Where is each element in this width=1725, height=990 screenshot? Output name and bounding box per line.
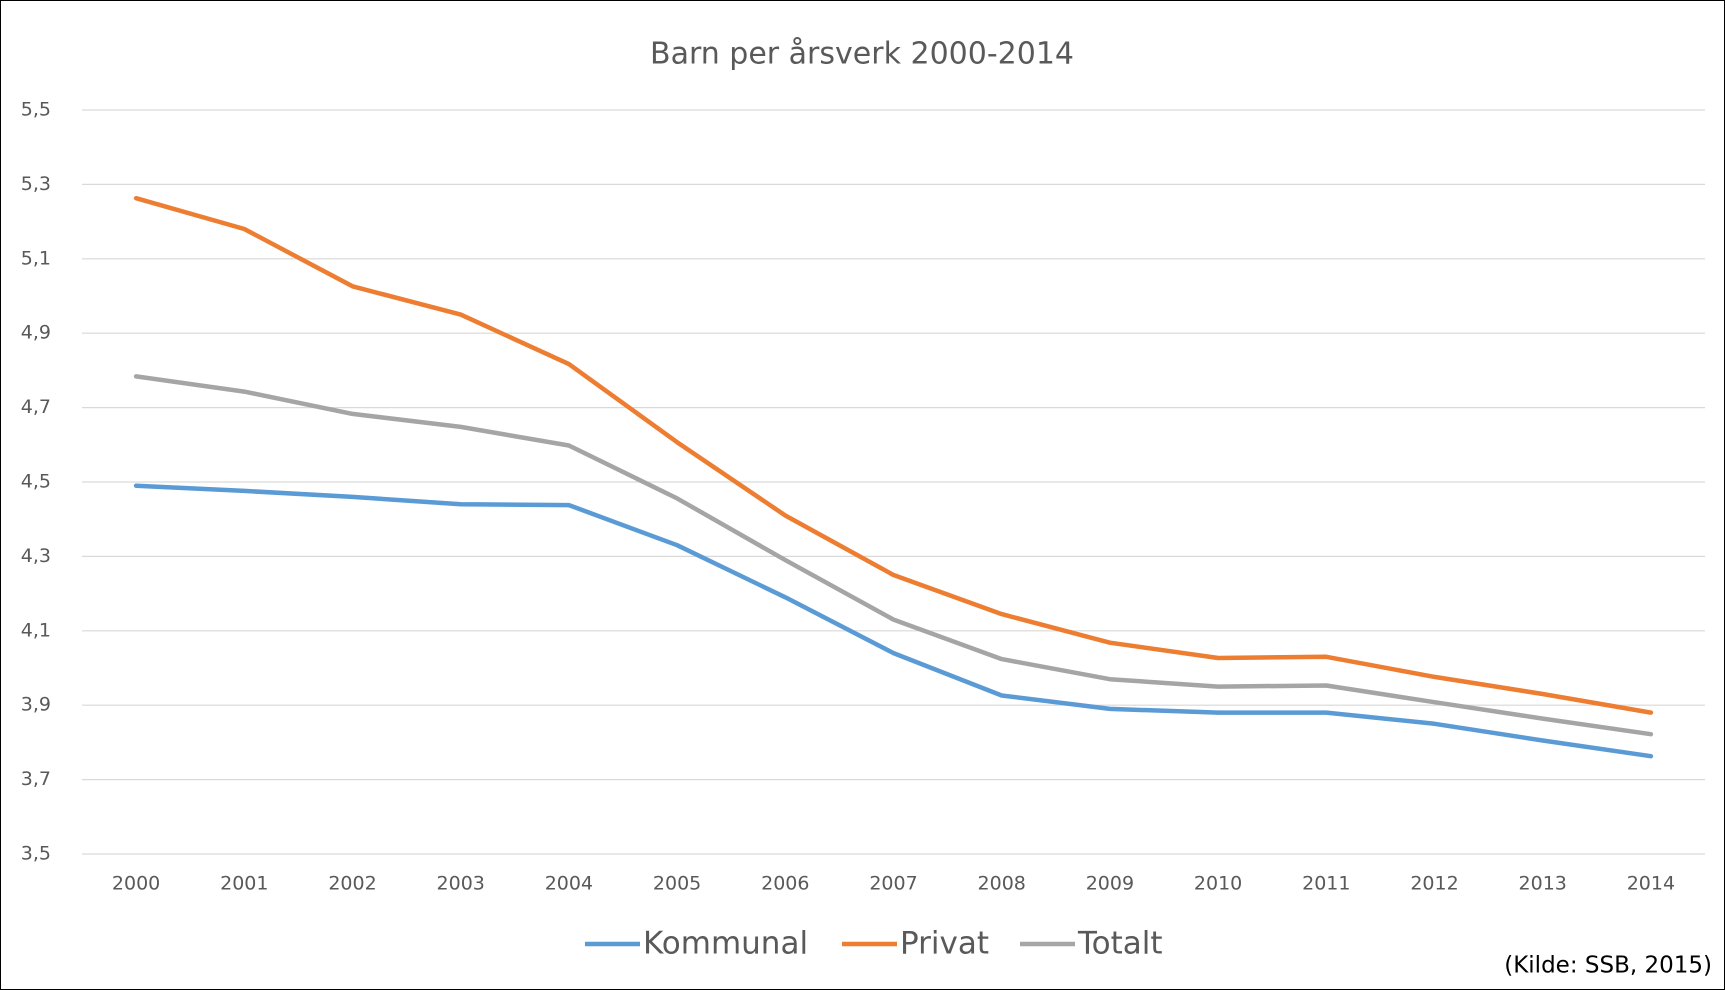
x-tick-label: 2004 [545, 873, 593, 895]
legend-label: Totalt [1077, 926, 1163, 962]
x-tick-label: 2003 [437, 873, 485, 895]
chart-title: Barn per årsverk 2000-2014 [650, 37, 1074, 72]
y-tick-label: 3,7 [21, 768, 51, 790]
x-tick-label: 2007 [869, 873, 917, 895]
x-tick-label: 2001 [220, 873, 268, 895]
x-tick-label: 2014 [1627, 873, 1675, 895]
y-tick-label: 3,9 [21, 694, 51, 716]
x-tick-label: 2013 [1519, 873, 1567, 895]
x-tick-label: 2008 [978, 873, 1026, 895]
legend-label: Privat [900, 926, 989, 962]
y-tick-label: 5,5 [21, 99, 51, 121]
y-tick-label: 3,5 [21, 843, 51, 865]
y-tick-label: 4,9 [21, 322, 51, 344]
x-tick-label: 2005 [653, 873, 701, 895]
x-tick-label: 2011 [1302, 873, 1350, 895]
series-line [133, 195, 1654, 715]
y-tick-label: 4,1 [21, 619, 51, 641]
y-tick-label: 4,5 [21, 471, 51, 493]
legend-label: Kommunal [643, 926, 808, 962]
y-tick-label: 5,3 [21, 173, 51, 195]
x-tick-label: 2009 [1086, 873, 1134, 895]
x-tick-label: 2000 [112, 873, 160, 895]
x-tick-label: 2012 [1410, 873, 1458, 895]
y-tick-label: 5,1 [21, 247, 51, 269]
y-tick-label: 4,7 [21, 396, 51, 418]
x-tick-label: 2002 [328, 873, 376, 895]
y-tick-label: 4,3 [21, 545, 51, 567]
x-tick-label: 2006 [761, 873, 809, 895]
source-note: (Kilde: SSB, 2015) [1504, 953, 1712, 979]
series-line [133, 483, 1654, 759]
series-line [133, 374, 1654, 737]
x-tick-label: 2010 [1194, 873, 1242, 895]
